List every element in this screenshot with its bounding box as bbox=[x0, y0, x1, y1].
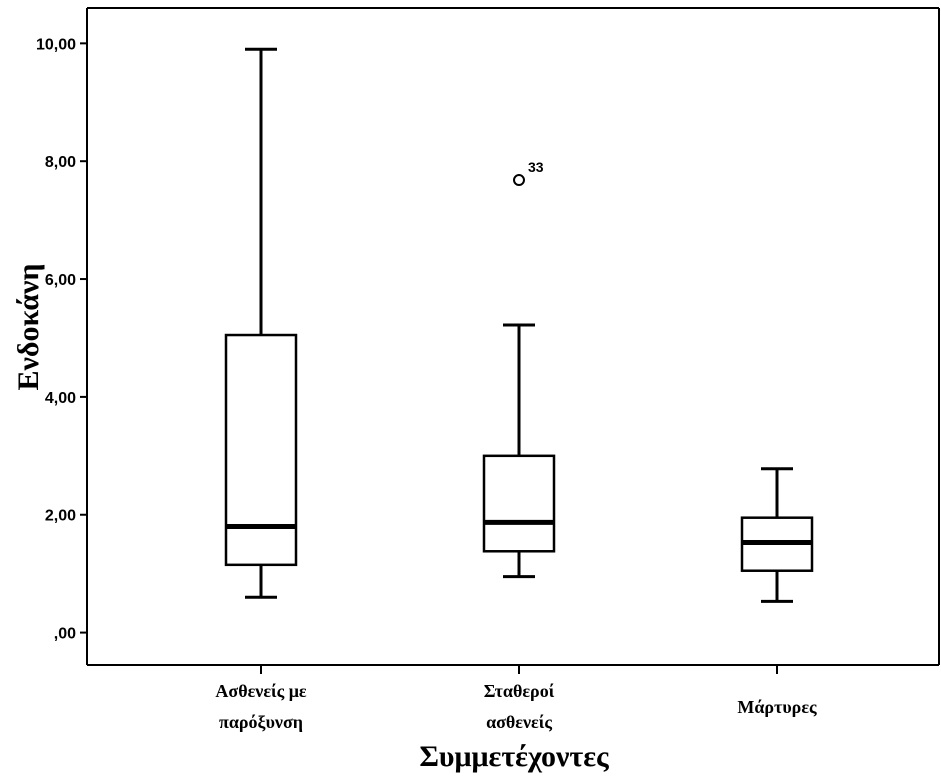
y-tick-label: 8,00 bbox=[45, 154, 76, 171]
box-group bbox=[740, 467, 814, 603]
y-tick-label: 4,00 bbox=[45, 390, 76, 407]
box-group bbox=[224, 47, 298, 599]
box-iqr bbox=[224, 333, 298, 567]
y-tick-label: 10,00 bbox=[36, 36, 76, 53]
y-tick-label: ,00 bbox=[54, 626, 76, 643]
x-category-label-line2: ασθενείς bbox=[486, 712, 552, 732]
y-tick-label: 2,00 bbox=[45, 508, 76, 525]
y-axis: ,00 2,00 4,00 6,00 8,00 10,00 bbox=[36, 8, 88, 665]
x-category-label: Ασθενείς με bbox=[215, 681, 306, 701]
box-group: 33 bbox=[482, 159, 556, 579]
x-category-label: Σταθεροί bbox=[484, 681, 555, 701]
outlier-point bbox=[513, 174, 525, 187]
boxes: 33 bbox=[224, 47, 814, 603]
x-axis: Ασθενείς με παρόξυνση Σταθεροί ασθενείς Μάρτ… bbox=[87, 664, 939, 733]
y-tick-label: 6,00 bbox=[45, 272, 76, 289]
x-axis-title: Συμμετέχοντες bbox=[419, 740, 609, 773]
plot-frame bbox=[87, 7, 940, 665]
box-iqr bbox=[482, 454, 556, 553]
y-axis-title: Ενδοκάνη bbox=[12, 264, 45, 391]
x-category-label-line2: παρόξυνση bbox=[219, 712, 303, 733]
outlier-label: 33 bbox=[528, 159, 544, 175]
x-category-label: Μάρτυρες bbox=[737, 697, 817, 717]
